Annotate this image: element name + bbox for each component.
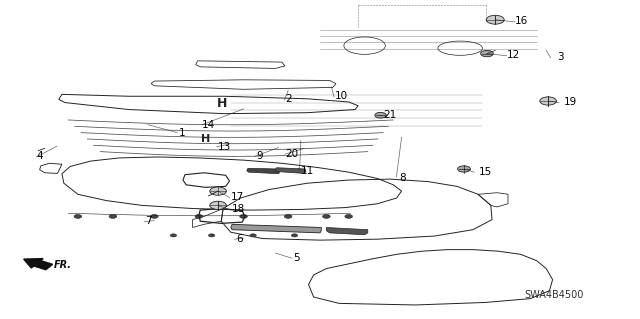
Circle shape (209, 234, 215, 237)
Circle shape (284, 214, 292, 218)
Circle shape (74, 214, 82, 218)
Text: 4: 4 (36, 151, 43, 161)
Text: 16: 16 (515, 16, 528, 26)
Circle shape (323, 214, 330, 218)
Polygon shape (275, 168, 306, 174)
Circle shape (291, 234, 298, 237)
Circle shape (150, 214, 158, 218)
Circle shape (210, 187, 227, 195)
Text: 15: 15 (479, 167, 493, 177)
Polygon shape (326, 227, 368, 235)
Circle shape (486, 15, 504, 24)
Text: H: H (201, 134, 210, 144)
Circle shape (240, 214, 247, 218)
Text: 9: 9 (256, 151, 263, 161)
Text: FR.: FR. (54, 260, 72, 271)
Text: H: H (217, 97, 227, 110)
Circle shape (250, 234, 256, 237)
FancyArrow shape (24, 259, 52, 270)
Text: 2: 2 (285, 94, 292, 104)
Text: 12: 12 (507, 49, 520, 60)
Polygon shape (246, 168, 280, 174)
Text: 21: 21 (384, 110, 397, 120)
Text: 6: 6 (236, 234, 243, 243)
Text: 17: 17 (231, 192, 244, 202)
Circle shape (375, 112, 387, 118)
Circle shape (345, 214, 353, 218)
Circle shape (195, 214, 203, 218)
Circle shape (458, 166, 470, 172)
Circle shape (481, 50, 493, 57)
Text: 1: 1 (179, 128, 185, 137)
Text: 7: 7 (145, 216, 152, 226)
Text: 18: 18 (232, 204, 245, 214)
Text: 19: 19 (563, 97, 577, 107)
Text: 5: 5 (293, 253, 300, 263)
Text: 10: 10 (335, 91, 348, 101)
Text: 3: 3 (557, 52, 564, 62)
Text: 13: 13 (218, 142, 231, 152)
Text: 14: 14 (202, 120, 216, 130)
Text: 8: 8 (399, 173, 406, 183)
Text: 11: 11 (301, 166, 314, 175)
Circle shape (109, 214, 116, 218)
Circle shape (210, 201, 227, 210)
Circle shape (170, 234, 177, 237)
Circle shape (540, 97, 556, 105)
Polygon shape (231, 224, 321, 233)
Text: SWA4B4500: SWA4B4500 (524, 291, 583, 300)
Text: 20: 20 (285, 149, 299, 159)
